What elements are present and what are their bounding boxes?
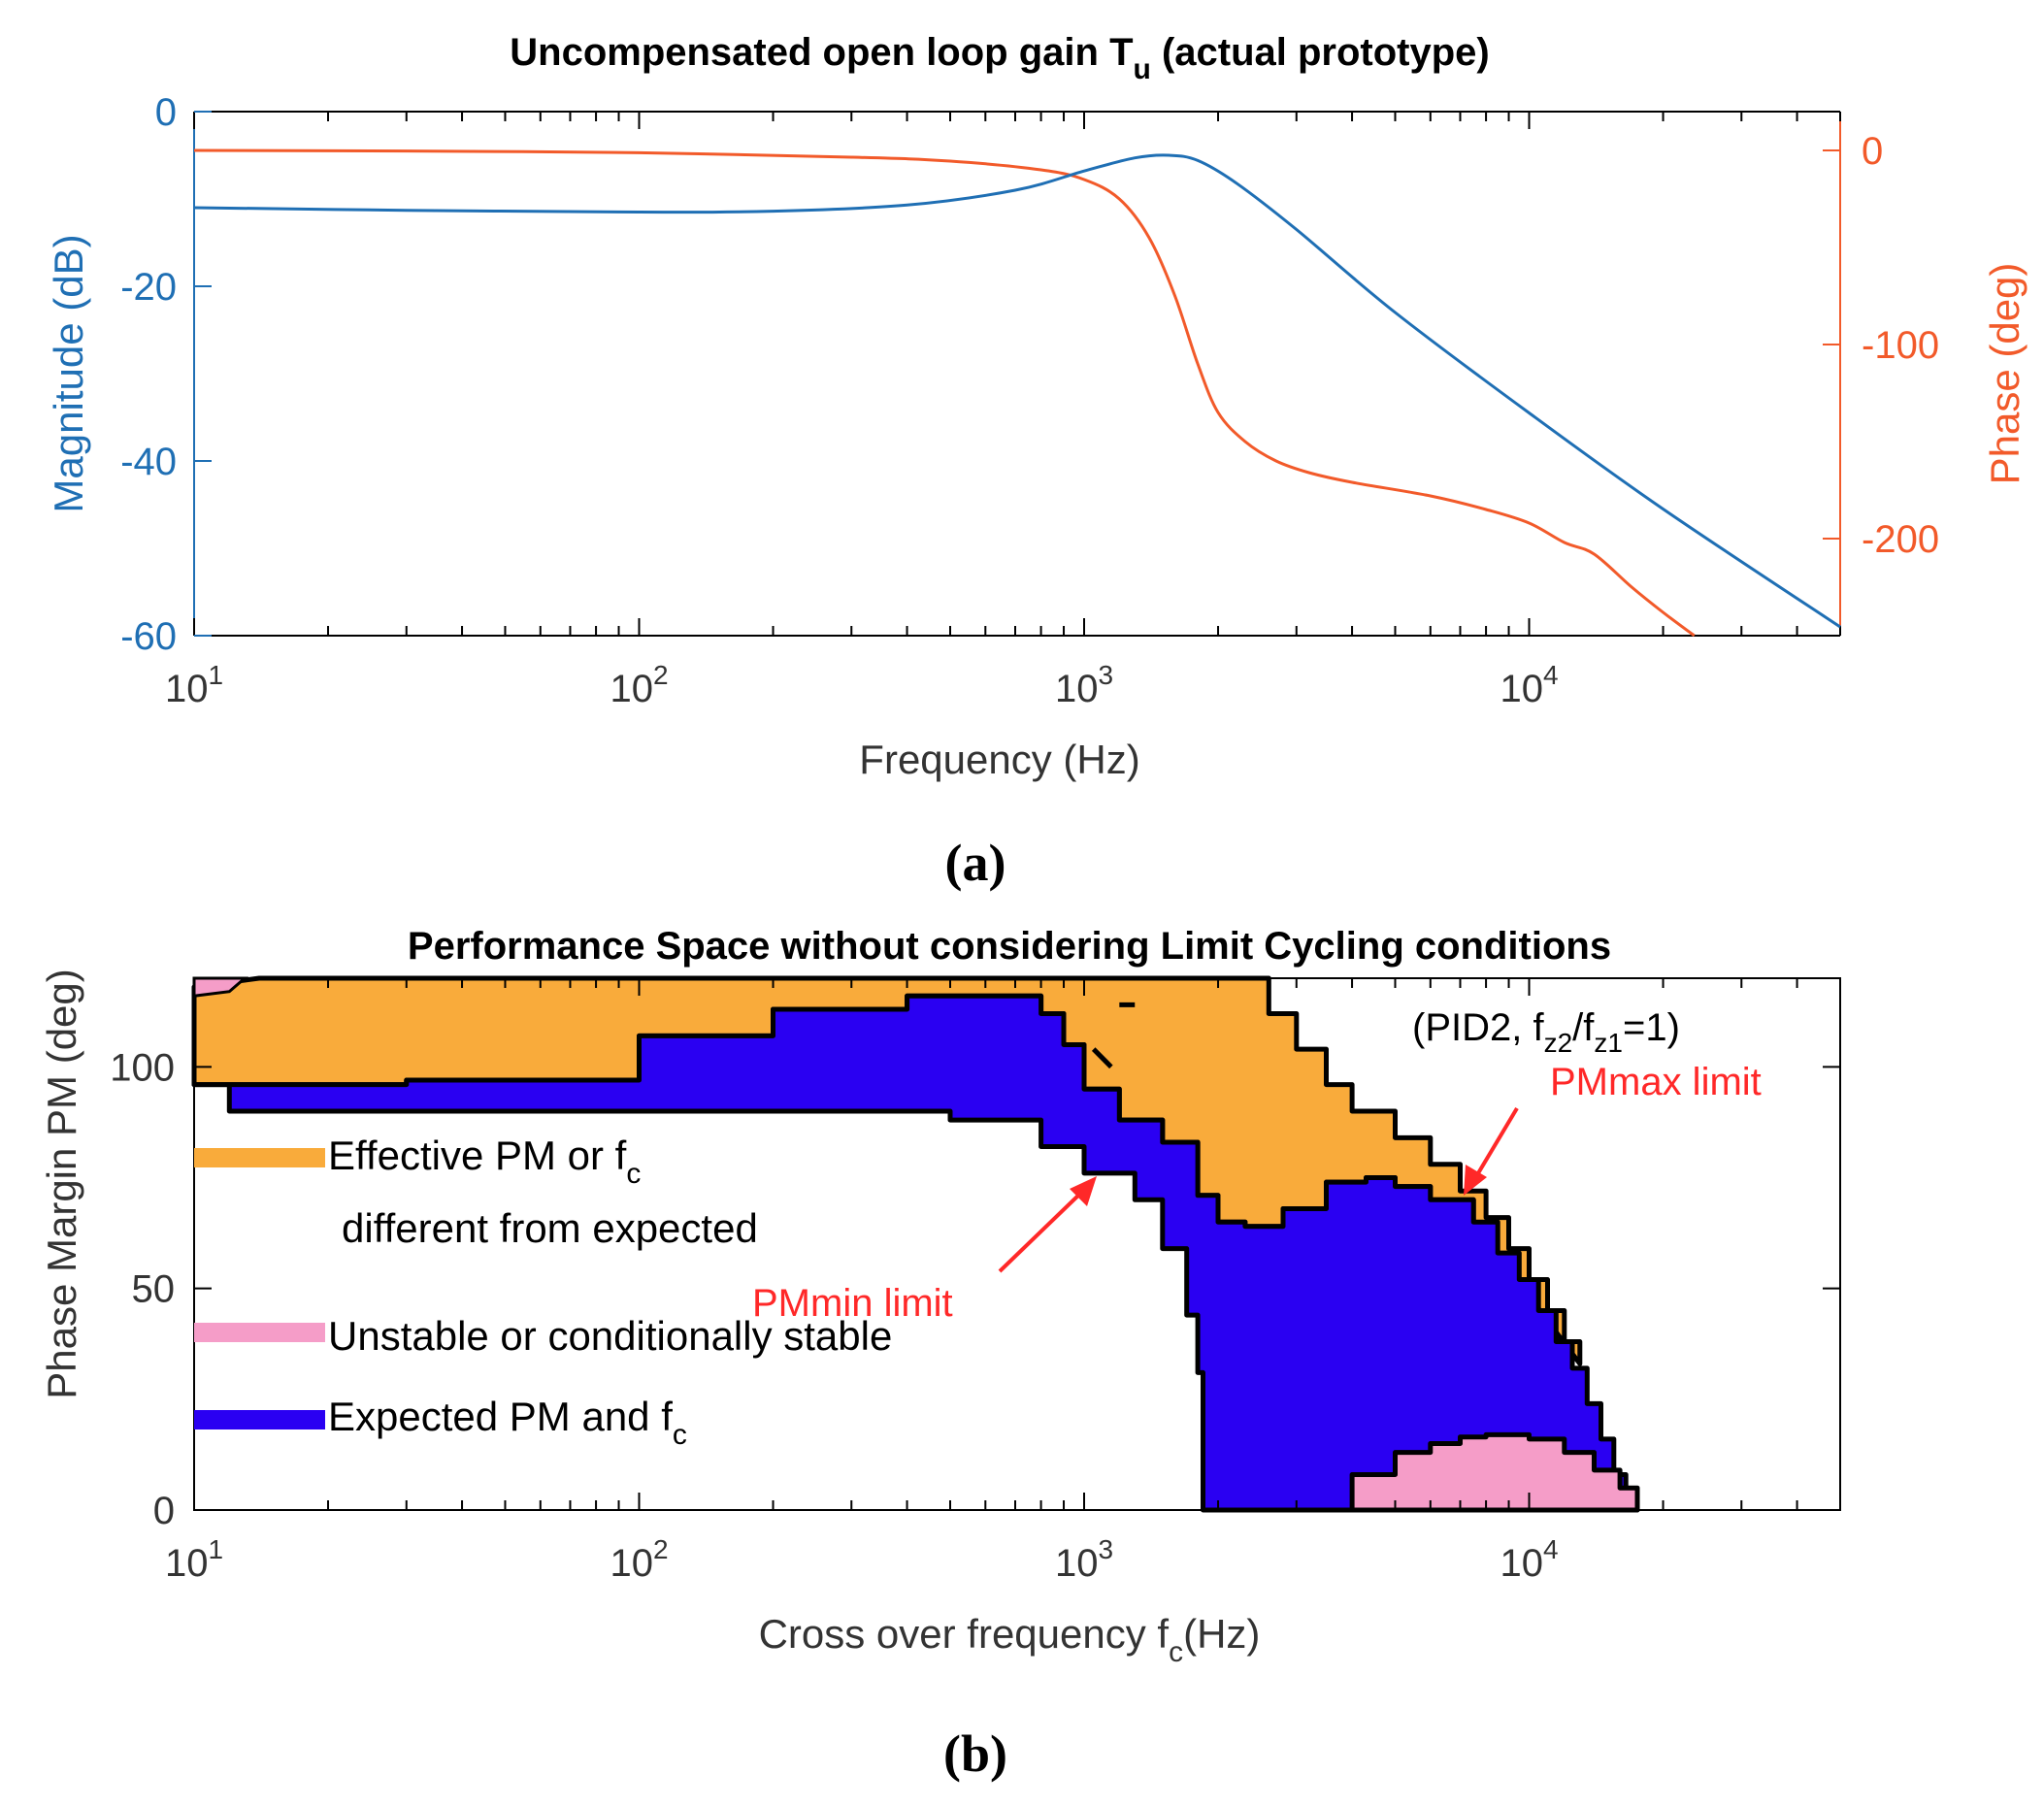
legend-swatch-unstable	[194, 1323, 325, 1342]
chart-a-x-tick-base: 10	[1500, 668, 1543, 710]
chart-a-x-tick-exp: 3	[1098, 660, 1113, 690]
chart-a-x-tick-label: 101	[165, 660, 223, 710]
chart-a-ylabel-left: Magnitude (dB)	[46, 234, 91, 512]
phase-curve	[193, 148, 1696, 638]
chart-a-y-left-tick-label: 0	[155, 91, 177, 134]
pmmin-arrow	[998, 1176, 1097, 1273]
pmmax-label: PMmax limit	[1550, 1061, 1762, 1103]
chart-b-x-tick-label: 101	[165, 1534, 223, 1585]
chart-a-y-left-tick-label: -60	[120, 615, 177, 658]
chart-a-x-tick-exp: 4	[1543, 660, 1559, 690]
panel-a: Uncompensated open loop gain Tu (actual …	[46, 31, 2028, 892]
legend-label-effective: Effective PM or fc	[328, 1133, 641, 1190]
chart-b-ylabel: Phase Margin PM (deg)	[39, 969, 84, 1399]
chart-a-xlabel: Frequency (Hz)	[859, 737, 1139, 782]
chart-b-x-tick-exp: 2	[653, 1534, 669, 1564]
chart-b-x-tick-exp: 1	[208, 1534, 223, 1564]
chart-a-y-left-tick-label: -20	[120, 266, 177, 309]
region-boundary-fragment	[1091, 1047, 1113, 1069]
region-expected-pm	[191, 993, 1640, 1513]
legend-label-unstable: Unstable or conditionally stable	[328, 1313, 892, 1359]
legend-label-effective-line2: different from expected	[342, 1205, 758, 1251]
chart-a-y-right-tick-label: -200	[1862, 518, 1939, 561]
chart-b-frame	[193, 977, 1841, 1511]
chart-b-x-tick-base: 10	[610, 1542, 653, 1585]
chart-a-ylabel-right: Phase (deg)	[1982, 263, 2028, 485]
region-unstable-bottom	[1294, 1431, 1640, 1513]
pmmin-label: PMmin limit	[752, 1282, 953, 1325]
chart-b-y-tick-label: 0	[153, 1490, 175, 1532]
chart-a-x-tick-exp: 1	[208, 660, 223, 690]
chart-a-x-tick-label: 104	[1500, 660, 1558, 710]
chart-b-x-tick-base: 10	[1055, 1542, 1099, 1585]
chart-a-x-tick-label: 103	[1055, 660, 1113, 710]
chart-b-y-tick-label: 100	[110, 1046, 175, 1089]
panel-b: Performance Space without considering Li…	[39, 925, 1841, 1783]
pmmax-arrow	[1464, 1106, 1519, 1196]
chart-a-x-tick-base: 10	[610, 668, 653, 710]
chart-b-x-tick-base: 10	[165, 1542, 209, 1585]
chart-b-xlabel: Cross over frequency fc(Hz)	[759, 1611, 1261, 1668]
magnitude-curve	[193, 153, 1841, 629]
chart-a-y-right-tick-label: -100	[1862, 324, 1939, 367]
chart-b-x-tick-label: 103	[1055, 1534, 1113, 1585]
chart-b-title: Performance Space without considering Li…	[408, 925, 1611, 968]
panel-b-label: (b)	[943, 1725, 1007, 1783]
legend-swatch-expected	[194, 1410, 325, 1429]
chart-b-y-tick-label: 50	[132, 1268, 176, 1311]
panel-a-label: (a)	[945, 834, 1006, 892]
chart-b-x-tick-exp: 4	[1543, 1534, 1559, 1564]
chart-b-x-tick-base: 10	[1500, 1542, 1543, 1585]
chart-b-x-tick-label: 102	[610, 1534, 668, 1585]
chart-a-y-left-tick-label: -40	[120, 441, 177, 483]
chart-b-legend: Effective PM or fc different from expect…	[194, 1133, 892, 1451]
chart-a-x-tick-label: 102	[610, 660, 668, 710]
chart-a-title: Uncompensated open loop gain Tu (actual …	[510, 31, 1489, 85]
chart-b-x-tick-exp: 3	[1098, 1534, 1113, 1564]
chart-a-x-tick-exp: 2	[653, 660, 669, 690]
chart-b-x-tick-label: 104	[1500, 1534, 1558, 1585]
pid-settings-text: (PID2, fz2/fz1=1)	[1412, 1006, 1680, 1058]
chart-a-x-tick-base: 10	[1055, 668, 1099, 710]
chart-a-y-right-tick-label: 0	[1862, 130, 1883, 173]
legend-label-expected: Expected PM and fc	[328, 1394, 687, 1451]
legend-swatch-effective	[194, 1148, 325, 1167]
chart-a-x-tick-base: 10	[165, 668, 209, 710]
